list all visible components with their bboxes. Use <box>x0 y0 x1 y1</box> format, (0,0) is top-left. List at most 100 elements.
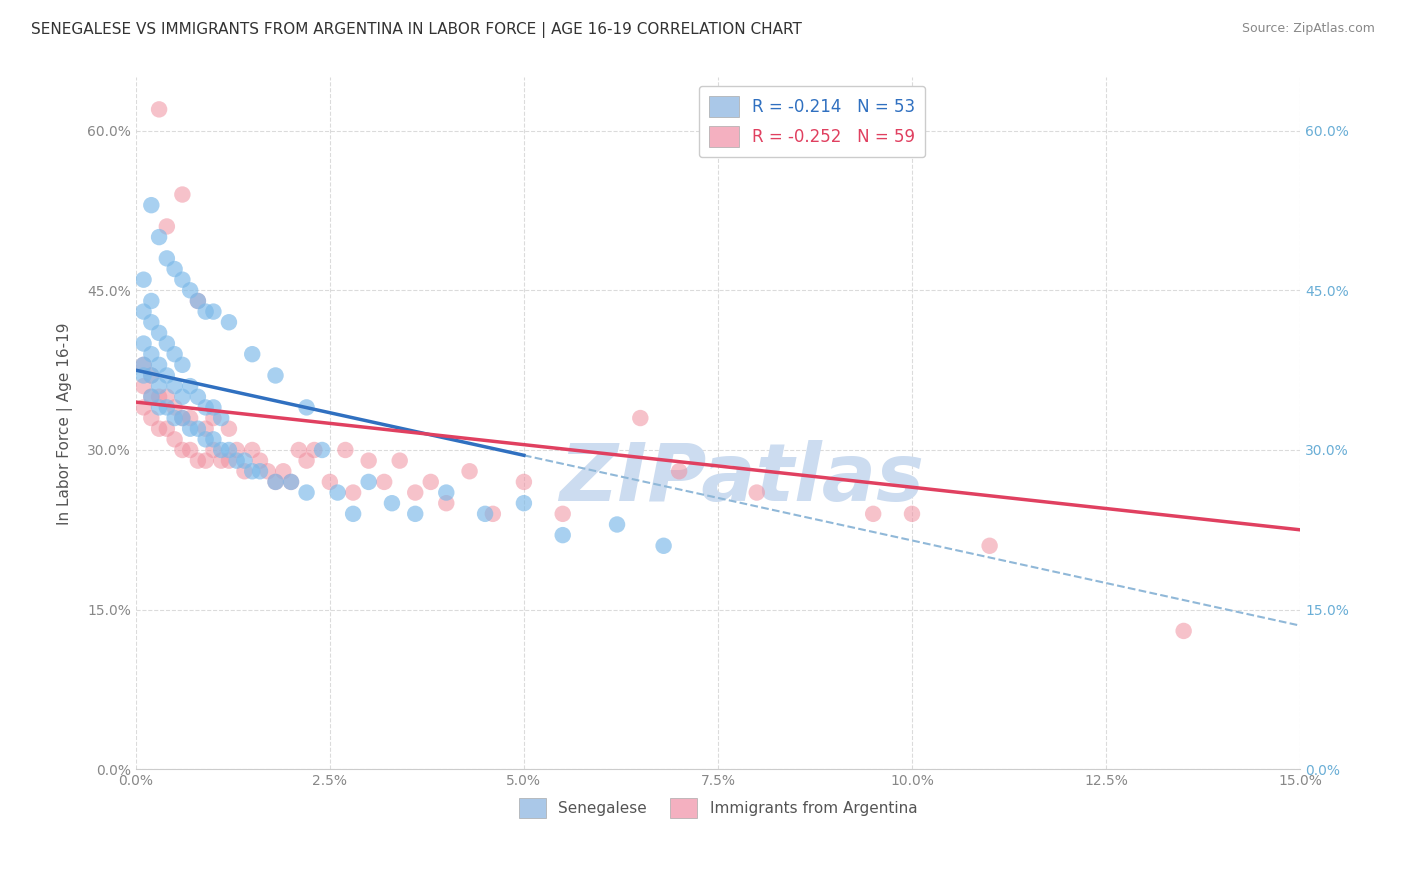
Point <box>295 401 318 415</box>
Point <box>163 433 186 447</box>
Point <box>249 453 271 467</box>
Point <box>458 464 481 478</box>
Point <box>551 507 574 521</box>
Point <box>156 252 179 266</box>
Point <box>179 411 201 425</box>
Point <box>979 539 1001 553</box>
Point <box>141 347 163 361</box>
Point <box>148 379 170 393</box>
Point <box>172 358 194 372</box>
Point <box>202 411 225 425</box>
Point <box>172 273 194 287</box>
Point <box>148 401 170 415</box>
Point <box>132 336 155 351</box>
Point <box>172 187 194 202</box>
Point <box>202 433 225 447</box>
Point <box>187 453 209 467</box>
Point <box>148 326 170 340</box>
Point <box>156 422 179 436</box>
Point <box>172 411 194 425</box>
Point <box>319 475 342 489</box>
Point <box>551 528 574 542</box>
Point <box>240 347 263 361</box>
Point <box>652 539 675 553</box>
Point <box>862 507 884 521</box>
Point <box>225 442 247 457</box>
Point <box>187 422 209 436</box>
Point <box>240 464 263 478</box>
Point <box>606 517 628 532</box>
Point <box>141 198 163 212</box>
Point <box>388 453 411 467</box>
Point <box>163 347 186 361</box>
Point <box>357 475 380 489</box>
Point <box>240 442 263 457</box>
Point <box>163 379 186 393</box>
Point <box>148 103 170 117</box>
Point <box>295 453 318 467</box>
Point <box>202 442 225 457</box>
Point <box>132 368 155 383</box>
Point <box>141 293 163 308</box>
Text: ZIPatlas: ZIPatlas <box>558 440 924 517</box>
Point <box>264 368 287 383</box>
Point <box>194 401 217 415</box>
Point <box>172 390 194 404</box>
Point <box>342 485 364 500</box>
Point <box>1173 624 1195 638</box>
Point <box>209 442 232 457</box>
Point <box>172 411 194 425</box>
Point <box>225 453 247 467</box>
Point <box>209 453 232 467</box>
Point <box>141 315 163 329</box>
Point <box>179 422 201 436</box>
Point <box>194 422 217 436</box>
Point <box>141 390 163 404</box>
Point <box>132 358 155 372</box>
Point <box>256 464 278 478</box>
Point <box>179 379 201 393</box>
Point <box>218 442 240 457</box>
Point <box>280 475 302 489</box>
Point <box>141 368 163 383</box>
Point <box>381 496 404 510</box>
Point <box>513 496 536 510</box>
Point <box>132 379 155 393</box>
Point <box>249 464 271 478</box>
Point <box>187 293 209 308</box>
Point <box>373 475 395 489</box>
Point <box>288 442 311 457</box>
Point <box>179 442 201 457</box>
Point <box>233 464 256 478</box>
Point <box>156 390 179 404</box>
Point <box>311 442 333 457</box>
Point <box>163 262 186 277</box>
Point <box>419 475 441 489</box>
Point <box>304 442 326 457</box>
Point <box>434 485 457 500</box>
Point <box>179 283 201 297</box>
Point <box>335 442 357 457</box>
Point <box>295 485 318 500</box>
Point <box>132 273 155 287</box>
Point <box>209 411 232 425</box>
Point <box>163 411 186 425</box>
Point <box>901 507 924 521</box>
Point <box>218 453 240 467</box>
Point <box>148 358 170 372</box>
Point <box>187 390 209 404</box>
Point <box>132 401 155 415</box>
Point <box>141 368 163 383</box>
Point <box>745 485 768 500</box>
Point <box>156 368 179 383</box>
Point <box>357 453 380 467</box>
Point <box>132 304 155 318</box>
Point <box>148 390 170 404</box>
Point <box>172 442 194 457</box>
Point <box>141 390 163 404</box>
Point <box>264 475 287 489</box>
Y-axis label: In Labor Force | Age 16-19: In Labor Force | Age 16-19 <box>58 322 73 524</box>
Point <box>628 411 651 425</box>
Point <box>148 422 170 436</box>
Point <box>668 464 690 478</box>
